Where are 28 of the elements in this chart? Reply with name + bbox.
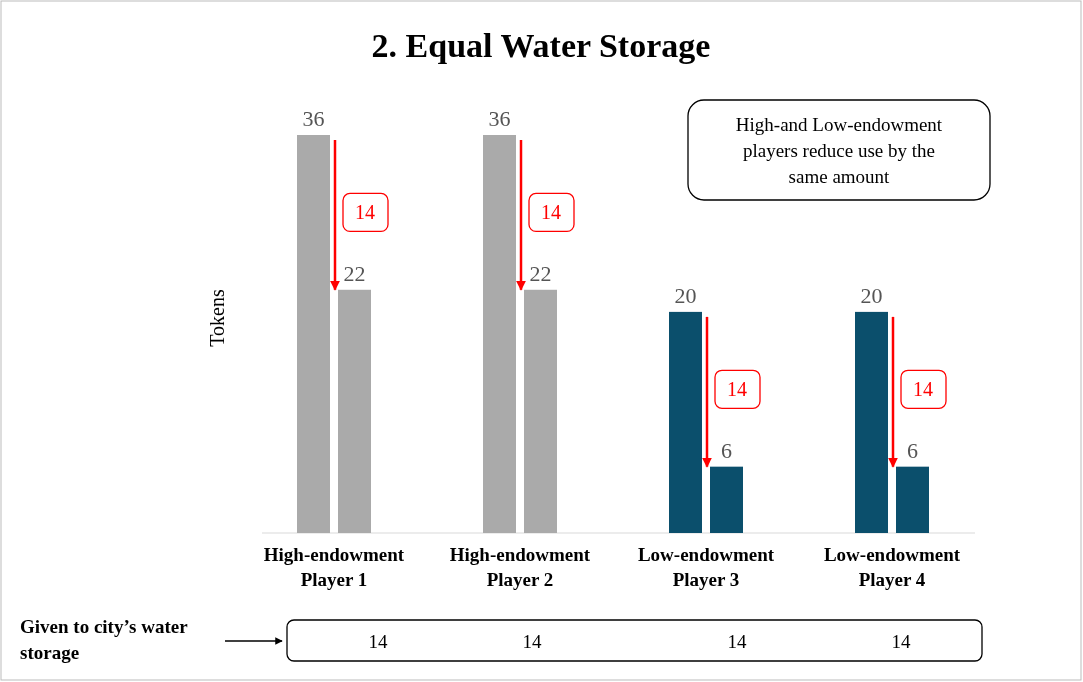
annotation: High-and Low-endowment players reduce use by the same amount: [735, 114, 943, 187]
text: 14: [727, 631, 747, 652]
text: 14: [891, 631, 911, 652]
data-label: 6: [907, 437, 918, 463]
text: Given to city’s water storage: [20, 616, 189, 663]
data-label: 6: [721, 437, 732, 463]
note-box: 14: [714, 369, 761, 409]
data-label: 36: [488, 106, 511, 131]
x-tick-label: High-endowment Player 2: [449, 544, 591, 590]
data-label: 22: [529, 260, 552, 286]
annotation: 14: [913, 378, 933, 401]
note-box: 14: [342, 192, 389, 233]
text: 14: [522, 631, 542, 652]
data-label: 20: [674, 282, 697, 308]
text: 14: [368, 631, 388, 652]
annotation: 14: [727, 378, 747, 401]
y-axis-title: Tokens: [206, 289, 228, 347]
annotation: 14: [541, 201, 561, 224]
chart-title: 2. Equal Water Storage: [371, 27, 711, 64]
x-tick-label: Low-endowment Player 3: [637, 544, 775, 590]
data-label: 36: [302, 106, 325, 131]
annotation: 14: [355, 201, 375, 224]
note-box: 14: [900, 369, 947, 409]
x-tick-label: High-endowment Player 1: [263, 544, 405, 590]
data-label: 22: [343, 260, 366, 286]
note-box: 14: [528, 192, 575, 233]
data-label: 20: [860, 282, 883, 308]
x-tick-label: Low-endowment Player 4: [823, 544, 961, 590]
